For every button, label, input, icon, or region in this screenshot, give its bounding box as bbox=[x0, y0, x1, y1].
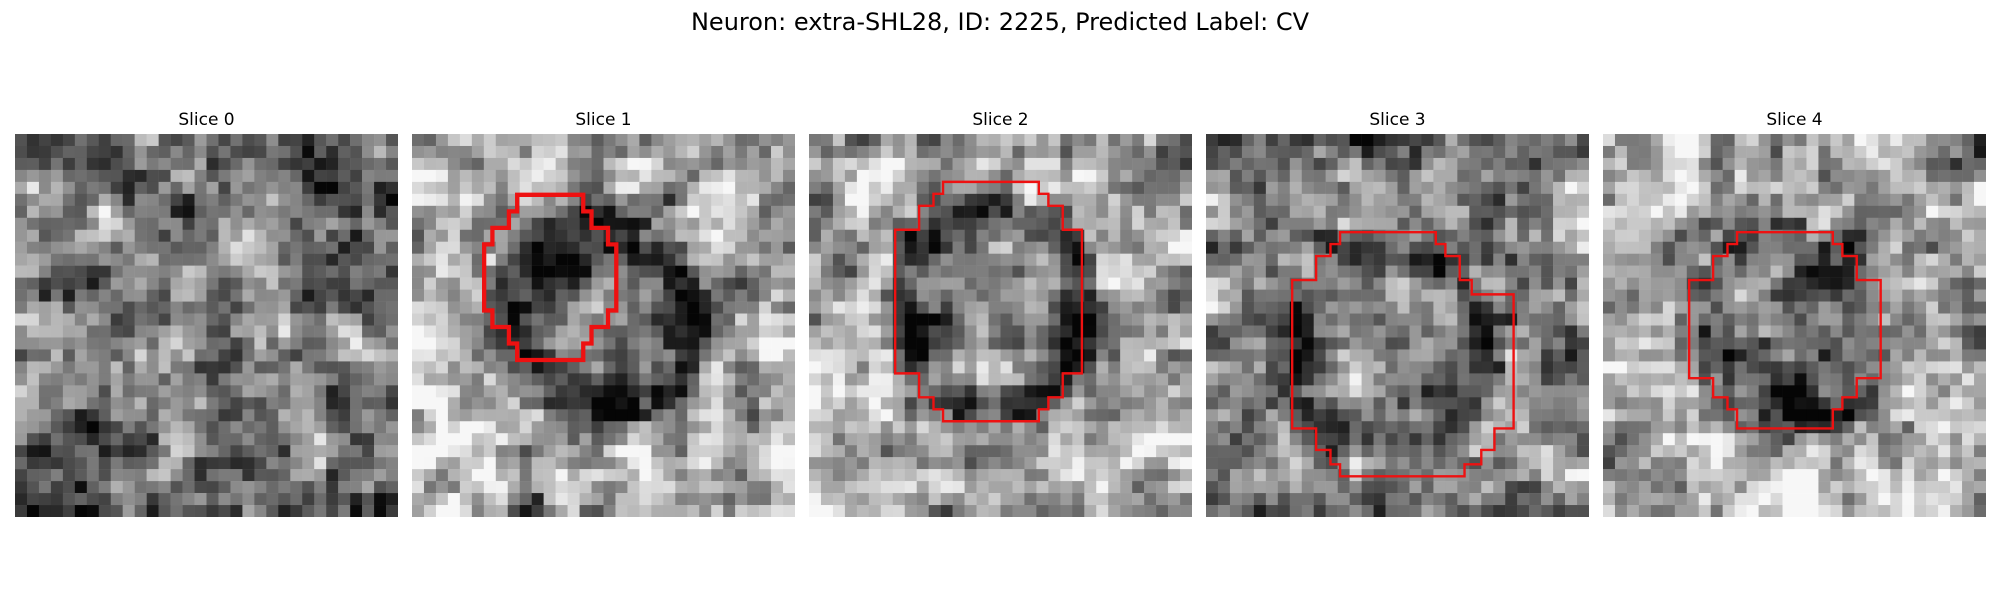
segmentation-contour bbox=[893, 180, 1084, 423]
grayscale-pixels bbox=[1603, 134, 1986, 517]
grayscale-pixels bbox=[412, 134, 795, 517]
slice-panel-2: Slice 2 bbox=[809, 108, 1192, 520]
slice-title: Slice 0 bbox=[178, 110, 235, 130]
slice-panel-1: Slice 1 bbox=[412, 108, 795, 520]
slice-panel-4: Slice 4 bbox=[1603, 108, 1986, 520]
segmentation-contour bbox=[1687, 230, 1882, 430]
figure-title: Neuron: extra-SHL28, ID: 2225, Predicted… bbox=[690, 8, 1310, 36]
grayscale-pixels bbox=[15, 134, 398, 517]
slice-title: Slice 3 bbox=[1369, 110, 1426, 130]
slice-image bbox=[1206, 134, 1589, 517]
segmentation-contour bbox=[482, 192, 619, 363]
slice-title: Slice 1 bbox=[575, 110, 632, 130]
slice-title: Slice 2 bbox=[972, 110, 1029, 130]
segmentation-contour bbox=[1290, 230, 1515, 478]
slice-image bbox=[15, 134, 398, 517]
grayscale-pixels bbox=[809, 134, 1192, 517]
slice-panel-3: Slice 3 bbox=[1206, 108, 1589, 520]
slice-panel-0: Slice 0 bbox=[15, 108, 398, 520]
slice-image bbox=[412, 134, 795, 517]
slice-image bbox=[1603, 134, 1986, 517]
grayscale-pixels bbox=[1206, 134, 1589, 517]
slice-title: Slice 4 bbox=[1766, 110, 1823, 130]
slice-image bbox=[809, 134, 1192, 517]
